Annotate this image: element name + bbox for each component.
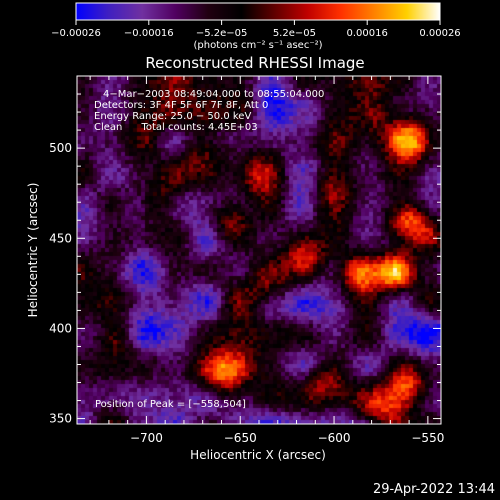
annotation-detectors: Detectors: 3F 4F 5F 6F 7F 8F, Att 0 (94, 100, 268, 111)
x-tick-label: −600 (318, 431, 351, 445)
x-axis: −700 −650 −600 −550 (89, 76, 444, 445)
x-tick-label: −700 (130, 431, 163, 445)
annotation-clean-counts: Clean Total counts: 4.45E+03 (94, 122, 258, 133)
colorbar-tick-label: −0.00016 (124, 28, 174, 39)
x-tick-label: −550 (411, 431, 444, 445)
y-tick-label: 400 (49, 321, 72, 335)
colorbar: −0.00026 −0.00016 −5.2e−05 5.2e−05 0.00016 0.… (51, 2, 461, 51)
heatmap-canvas (77, 76, 441, 424)
colorbar-tick-label: 0.00016 (347, 28, 388, 39)
annotation-energy-range: Energy Range: 25.0 − 50.0 keV (94, 111, 251, 122)
colorbar-gradient (75, 2, 441, 21)
y-tick-label: 450 (49, 231, 72, 245)
annotation-block: 4−Mar−2003 08:49:04.000 to 08:55:04.000 … (94, 89, 324, 133)
y-axis: 350 400 450 500 (49, 93, 441, 426)
colorbar-tick-label: −0.00026 (51, 28, 101, 39)
x-tick-label: −650 (224, 431, 257, 445)
annotation-peak-position: Position of Peak = [−558,504] (95, 399, 246, 410)
colorbar-tick-label: −5.2e−05 (196, 28, 248, 39)
colorbar-tick-label: 5.2e−05 (273, 28, 316, 39)
annotation-time-range: 4−Mar−2003 08:49:04.000 to 08:55:04.000 (103, 89, 324, 100)
y-tick-label: 500 (49, 141, 72, 155)
chart-title: Reconstructed RHESSI Image (145, 54, 364, 72)
y-tick-label: 350 (49, 412, 72, 426)
colorbar-tick-label: 0.00026 (419, 28, 460, 39)
timestamp: 29-Apr-2022 13:44 (373, 482, 495, 497)
colorbar-ticks: −0.00026 −0.00016 −5.2e−05 5.2e−05 0.00016 0.… (51, 20, 461, 39)
heatmap-area (77, 76, 441, 424)
y-axis-label: Heliocentric Y (arcsec) (26, 183, 40, 318)
colorbar-unit-label: (photons cm⁻² s⁻¹ asec⁻²) (193, 40, 322, 51)
x-axis-label: Heliocentric X (arcsec) (190, 448, 326, 462)
